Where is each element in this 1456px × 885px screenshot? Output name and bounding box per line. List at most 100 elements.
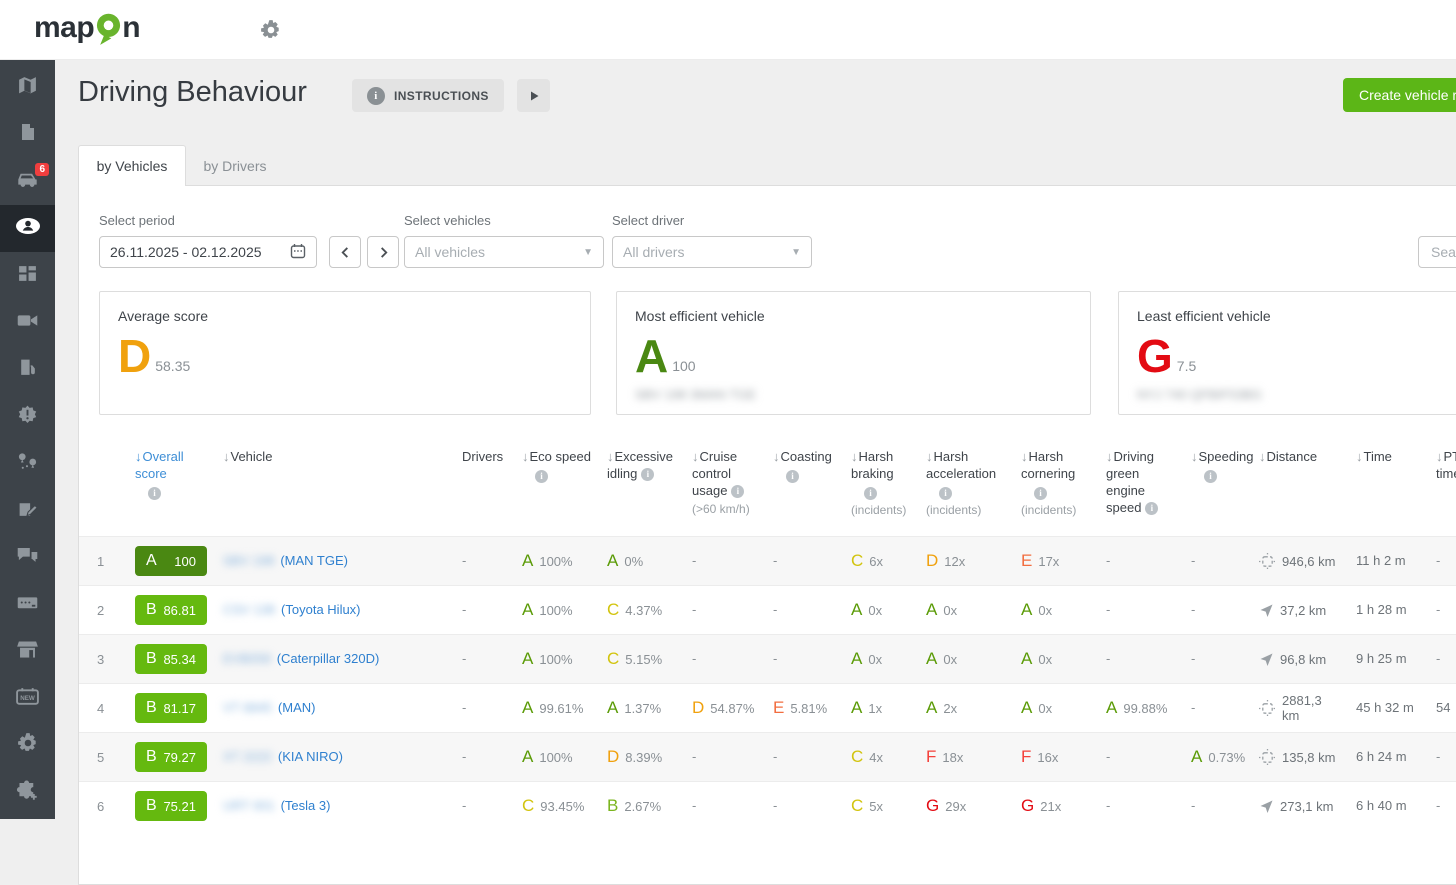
column-header-coasting[interactable]: ↓Coasting i — [773, 449, 832, 483]
period-date-input[interactable]: 26.11.2025 - 02.12.2025 — [99, 236, 317, 268]
table-row[interactable]: 4 B 81.17 VT 6845 (MAN) - A 99.61% A 1.37% D 54.87%… — [79, 683, 1456, 732]
column-header-harsh-cornering[interactable]: ↓Harsh cornering i (incidents) — [1011, 448, 1096, 519]
sidebar-item-dashboard[interactable] — [0, 252, 55, 299]
tab-by-drivers[interactable]: by Drivers — [203, 157, 267, 174]
score-value: 85.34 — [163, 651, 196, 667]
vehicle-model-link[interactable]: (Toyota Hilux) — [281, 602, 361, 617]
vehicles-select[interactable]: All vehicles ▼ — [404, 236, 604, 268]
column-header-driving-green[interactable]: ↓Driving green engine speed i — [1096, 448, 1181, 516]
column-header-time[interactable]: ↓Time — [1356, 449, 1392, 464]
eco-speed-cell: A 99.61% — [512, 698, 597, 718]
empty-value: - — [1106, 651, 1111, 666]
sidebar-item-addons[interactable] — [0, 769, 55, 816]
table-row[interactable]: 5 B 79.27 XT 2222 (KIA NIRO) - A 100% D 8.39% - - C 4… — [79, 732, 1456, 781]
sidebar-item-map[interactable] — [0, 64, 55, 111]
overall-score-cell: B 75.21 — [125, 791, 213, 821]
mapon-logo[interactable]: map n — [34, 11, 141, 47]
info-icon[interactable]: i — [641, 468, 655, 481]
instructions-button[interactable]: i INSTRUCTIONS — [352, 79, 504, 112]
table-row[interactable]: 1 A 100 SBV 198 (MAN TGE) - A 100% A 0% - - C 6x D 12x E… — [79, 536, 1456, 585]
speeding-cell: - — [1181, 552, 1249, 570]
column-header-distance[interactable]: ↓Distance — [1259, 449, 1318, 464]
page-title: Driving Behaviour — [78, 76, 307, 108]
vehicle-model-link[interactable]: (MAN) — [277, 700, 316, 715]
info-icon[interactable]: i — [939, 487, 952, 500]
table-row[interactable]: 2 B 86.81 CSV 138 (Toyota Hilux) - A 100% C 4.37%… — [79, 585, 1456, 634]
score-value: 86.81 — [163, 602, 196, 618]
sidebar-item-settings[interactable] — [0, 722, 55, 769]
column-header-overall-score[interactable]: ↓Overall score i — [135, 449, 184, 500]
empty-value: - — [692, 798, 697, 813]
grade-letter: C — [851, 747, 864, 766]
sidebar-item-calendar-new[interactable]: NEW — [0, 675, 55, 722]
score-badge: B 81.17 — [135, 693, 207, 723]
harsh-acceleration-cell: F 18x — [916, 747, 1011, 767]
distance-cell: 37,2 km — [1249, 603, 1346, 618]
column-subtitle: (>60 km/h) — [692, 502, 750, 516]
metric-value: 5.15% — [625, 652, 663, 667]
harsh-braking-cell: A 0x — [841, 600, 916, 620]
table-row[interactable]: 3 B 85.34 EVB058 (Caterpillar 320D) - A 100% C 5.… — [79, 634, 1456, 683]
search-input[interactable] — [1429, 243, 1456, 261]
previous-period-button[interactable] — [329, 236, 361, 268]
sidebar-item-tasks[interactable] — [0, 487, 55, 534]
driving-green-cell: - — [1096, 650, 1181, 668]
column-header-eco-speed[interactable]: ↓Eco speed i — [522, 449, 591, 483]
sidebar-item-drivers[interactable] — [0, 205, 55, 252]
column-header-harsh-acceleration[interactable]: ↓Harsh acceleration i (incidents) — [916, 448, 1011, 519]
sidebar-item-documents[interactable] — [0, 111, 55, 158]
info-icon[interactable]: i — [731, 485, 745, 498]
info-icon[interactable]: i — [1034, 487, 1047, 500]
column-header-speeding[interactable]: ↓Speeding i — [1191, 449, 1254, 483]
vehicle-cell: EVB058 (Caterpillar 320D) — [213, 650, 452, 668]
distance-value: 273,1 km — [1280, 798, 1334, 814]
play-tour-button[interactable] — [517, 79, 550, 112]
info-icon[interactable]: i — [1145, 502, 1159, 515]
info-icon[interactable]: i — [786, 470, 799, 483]
sidebar-item-keypad[interactable] — [0, 581, 55, 628]
caret-down-icon: ▼ — [791, 246, 801, 258]
column-header-cruise-control[interactable]: ↓Cruise control usage i (>60 km/h) — [682, 448, 763, 518]
sidebar-item-vehicles[interactable]: 6 — [0, 158, 55, 205]
vehicle-model-link[interactable]: (MAN TGE) — [280, 553, 348, 568]
info-icon[interactable]: i — [864, 487, 877, 500]
sidebar-item-video[interactable] — [0, 299, 55, 346]
info-icon[interactable]: i — [535, 470, 548, 483]
sidebar-item-routes[interactable] — [0, 440, 55, 487]
vehicle-model-link[interactable]: (Tesla 3) — [280, 798, 331, 813]
settings-icon — [17, 732, 39, 759]
excessive-idling-cell: D 8.39% — [597, 747, 682, 767]
addons-icon — [16, 779, 39, 807]
empty-value: - — [692, 651, 697, 666]
pto-value: 54 — [1436, 700, 1451, 715]
create-vehicle-report-button[interactable]: Create vehicle report — [1343, 78, 1456, 112]
empty-value: - — [1106, 798, 1111, 813]
dashboard-icon — [17, 263, 38, 289]
top-settings-gear-icon[interactable] — [260, 19, 282, 41]
card-score-value: 58.35 — [155, 358, 191, 374]
overall-score-cell: B 86.81 — [125, 595, 213, 625]
table-row[interactable]: 6 B 75.21 URT 001 (Tesla 3) - C 93.45% B 2.67% - - C… — [79, 781, 1456, 830]
empty-value: - — [692, 749, 697, 764]
column-header-excessive-idling[interactable]: ↓Excessive idling i — [607, 449, 674, 481]
drivers-cell: - — [452, 601, 512, 619]
vehicle-plate-blurred: SBV 198 — [223, 553, 275, 568]
column-header-drivers[interactable]: Drivers — [462, 449, 504, 464]
column-header-harsh-braking[interactable]: ↓Harsh braking i (incidents) — [841, 448, 916, 519]
sidebar-item-chat[interactable] — [0, 534, 55, 581]
driver-select[interactable]: All drivers ▼ — [612, 236, 812, 268]
sidebar-item-marketplace[interactable] — [0, 628, 55, 675]
sidebar-item-fuel[interactable] — [0, 346, 55, 393]
vehicle-model-link[interactable]: (Caterpillar 320D) — [276, 651, 380, 666]
next-period-button[interactable] — [367, 236, 399, 268]
column-header-pto-time[interactable]: ↓PTO time — [1436, 449, 1456, 481]
sidebar-item-alerts[interactable] — [0, 393, 55, 440]
info-icon[interactable]: i — [148, 487, 161, 500]
column-header-vehicle[interactable]: ↓Vehicle — [223, 449, 273, 464]
distance-cell: 135,8 km — [1249, 748, 1346, 766]
grade-letter: B — [146, 650, 157, 667]
empty-value: - — [1106, 749, 1111, 764]
info-icon[interactable]: i — [1204, 470, 1217, 483]
vehicle-model-link[interactable]: (KIA NIRO) — [277, 749, 343, 764]
tab-by-vehicles[interactable]: by Vehicles — [78, 145, 186, 186]
